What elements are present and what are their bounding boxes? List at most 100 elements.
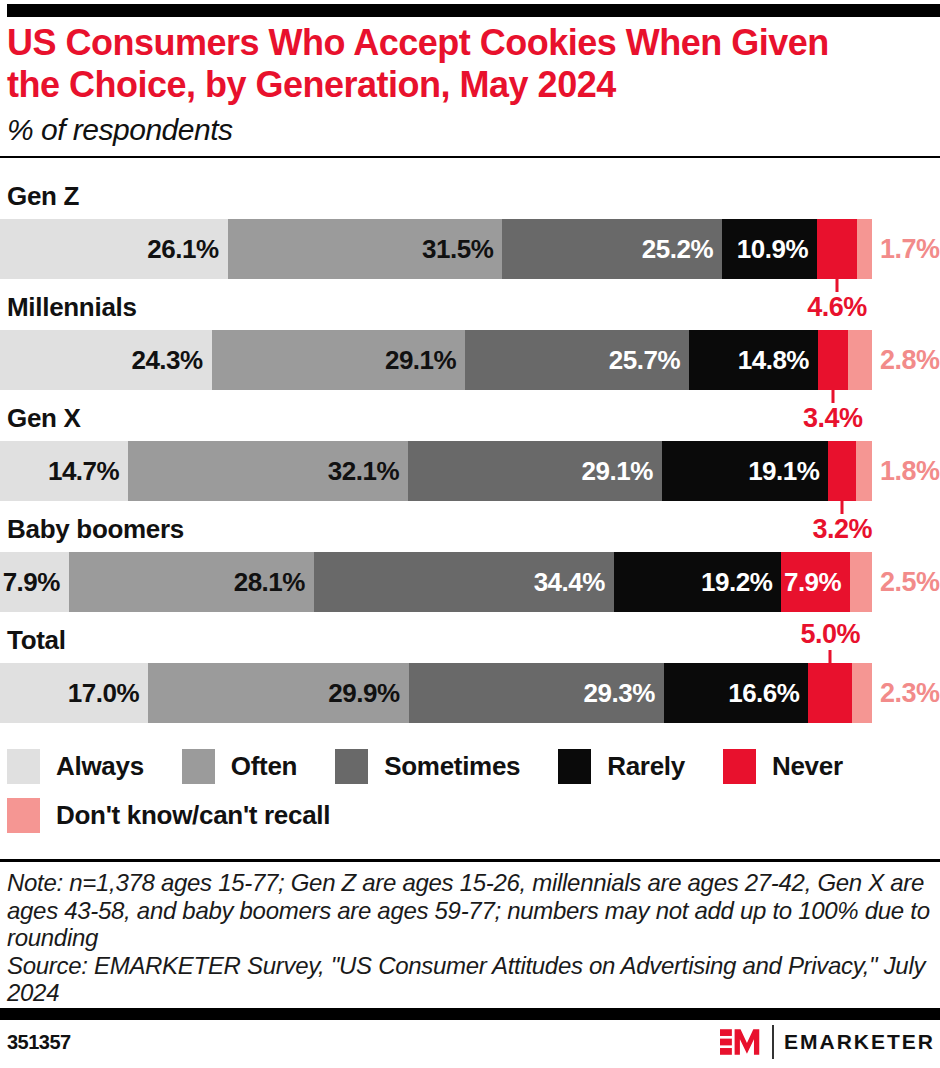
stacked-bar: 17.0%29.9%29.3%16.6%5.0% <box>0 663 872 723</box>
legend-swatch <box>723 749 756 784</box>
bar-segment: 28.1% <box>69 552 314 612</box>
bar-segment: 10.9% <box>722 219 817 279</box>
brand-name: EMARKETER <box>784 1030 935 1054</box>
note-text: Note: n=1,378 ages 15-77; Gen Z are ages… <box>7 869 932 952</box>
chart-title-line1: US Consumers Who Accept Cookies When Giv… <box>7 22 932 64</box>
segment-value-label: 16.6% <box>728 678 808 709</box>
segment-value-label: 10.9% <box>737 234 817 265</box>
segment-value-label: 7.9% <box>3 567 69 598</box>
legend-item: Never <box>723 749 843 784</box>
legend-swatch <box>335 749 368 784</box>
legend-item: Sometimes <box>335 749 520 784</box>
segment-value-label: 25.7% <box>609 345 689 376</box>
chart-row: Gen X14.7%32.1%29.1%19.1%3.2%1.8% <box>0 404 940 501</box>
bar-segment: 16.6% <box>664 663 809 723</box>
segment-value-label: 24.3% <box>131 345 211 376</box>
legend-row-1: Always Often Sometimes Rarely Never <box>7 749 940 784</box>
legend-item: Always <box>7 749 144 784</box>
dontknow-value-label: 2.5% <box>880 567 940 598</box>
never-value-label: 4.6% <box>807 292 867 323</box>
bar-row: 17.0%29.9%29.3%16.6%5.0%2.3% <box>0 663 940 723</box>
legend-label: Always <box>56 751 144 782</box>
category-label: Gen X <box>7 404 940 432</box>
bar-segment: 14.8% <box>689 330 818 390</box>
bar-segment <box>818 330 848 390</box>
bar-segment: 29.3% <box>409 663 664 723</box>
category-label: Millennials <box>7 293 940 321</box>
top-accent-bar <box>7 4 940 17</box>
bar-segment <box>856 441 872 501</box>
bar-segment: 29.1% <box>212 330 466 390</box>
bar-segment: 32.1% <box>128 441 408 501</box>
bar-segment <box>848 330 872 390</box>
bar-segment: 26.1% <box>0 219 228 279</box>
bar-segment: 19.2% <box>614 552 781 612</box>
bar-segment: 25.7% <box>465 330 689 390</box>
chart-subtitle: % of respondents <box>7 112 932 148</box>
bar-segment <box>852 663 872 723</box>
never-callout-tick <box>841 501 844 514</box>
chart: Gen Z26.1%31.5%25.2%10.9%4.6%1.7%Millenn… <box>0 182 940 723</box>
stacked-bar: 14.7%32.1%29.1%19.1%3.2% <box>0 441 872 501</box>
legend-label: Often <box>231 751 297 782</box>
segment-value-label: 29.9% <box>328 678 408 709</box>
emarketer-logo-icon <box>720 1027 762 1057</box>
bar-segment: 7.9% <box>0 552 69 612</box>
bar-row: 7.9%28.1%34.4%19.2%7.9%2.5% <box>0 552 940 612</box>
notes: Note: n=1,378 ages 15-77; Gen Z are ages… <box>0 862 940 1007</box>
segment-value-label: 17.0% <box>68 678 148 709</box>
bar-segment: 34.4% <box>314 552 614 612</box>
bar-segment: 17.0% <box>0 663 148 723</box>
segment-value-label: 29.1% <box>385 345 465 376</box>
legend-row-2: Don't know/can't recall <box>7 798 940 833</box>
legend-item: Often <box>182 749 297 784</box>
bar-segment: 24.3% <box>0 330 212 390</box>
bar-segment <box>808 663 852 723</box>
legend-label: Sometimes <box>384 751 520 782</box>
bar-row: 26.1%31.5%25.2%10.9%4.6%1.7% <box>0 219 940 279</box>
legend-swatch <box>7 798 40 833</box>
source-text: Source: EMARKETER Survey, "US Consumer A… <box>7 952 932 1007</box>
stacked-bar: 7.9%28.1%34.4%19.2%7.9% <box>0 552 872 612</box>
bar-segment: 25.2% <box>502 219 722 279</box>
footer: 351357 EMARKETER <box>7 1025 935 1059</box>
legend-swatch <box>182 749 215 784</box>
chart-id: 351357 <box>7 1031 71 1054</box>
stacked-bar: 24.3%29.1%25.7%14.8%3.4% <box>0 330 872 390</box>
legend-item: Don't know/can't recall <box>7 798 330 833</box>
segment-value-label: 19.2% <box>701 567 781 598</box>
bottom-accent-bar <box>0 1008 940 1020</box>
segment-value-label: 34.4% <box>534 567 614 598</box>
never-callout-tick <box>831 390 834 403</box>
chart-title: US Consumers Who Accept Cookies When Giv… <box>7 22 932 106</box>
chart-row: Baby boomers7.9%28.1%34.4%19.2%7.9%2.5% <box>0 515 940 612</box>
segment-value-label: 14.8% <box>738 345 818 376</box>
legend-swatch <box>558 749 591 784</box>
legend-item: Rarely <box>558 749 685 784</box>
segment-value-label: 25.2% <box>642 234 722 265</box>
chart-header: US Consumers Who Accept Cookies When Giv… <box>0 0 940 148</box>
segment-value-label: 31.5% <box>422 234 502 265</box>
legend-label: Never <box>772 751 843 782</box>
category-label: Gen Z <box>7 182 940 210</box>
dontknow-value-label: 2.8% <box>880 345 940 376</box>
segment-value-label: 14.7% <box>48 456 128 487</box>
never-callout-tick <box>836 279 839 292</box>
segment-value-label: 29.3% <box>584 678 664 709</box>
segment-value-label: 29.1% <box>582 456 662 487</box>
chart-row: Total17.0%29.9%29.3%16.6%5.0%2.3% <box>0 626 940 723</box>
segment-value-label: 32.1% <box>328 456 408 487</box>
chart-title-line2: the Choice, by Generation, May 2024 <box>7 64 932 106</box>
legend: Always Often Sometimes Rarely Never Don't kn… <box>7 749 940 833</box>
never-callout-tick <box>829 650 832 663</box>
bar-segment: 19.1% <box>662 441 829 501</box>
bar-segment <box>857 219 872 279</box>
brand-logo: EMARKETER <box>720 1025 935 1059</box>
chart-row: Millennials24.3%29.1%25.7%14.8%3.4%2.8% <box>0 293 940 390</box>
dontknow-value-label: 2.3% <box>880 678 940 709</box>
chart-row: Gen Z26.1%31.5%25.2%10.9%4.6%1.7% <box>0 182 940 279</box>
segment-value-label: 7.9% <box>784 567 850 598</box>
bar-segment: 29.1% <box>408 441 662 501</box>
legend-label: Don't know/can't recall <box>56 800 330 831</box>
bar-segment: 31.5% <box>228 219 503 279</box>
